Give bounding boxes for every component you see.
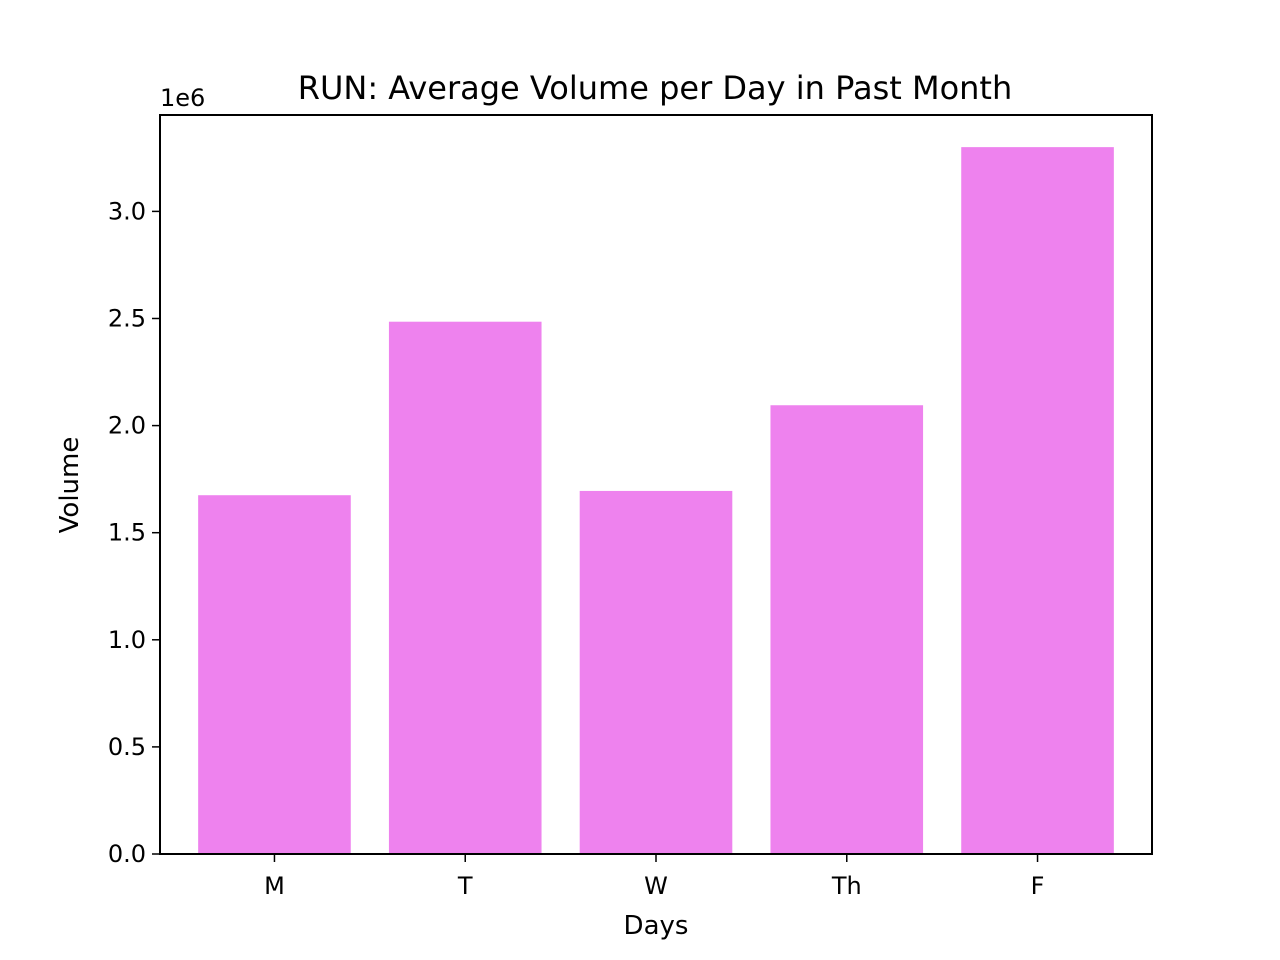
y-tick-label: 2.5 <box>108 304 146 332</box>
chart-title: RUN: Average Volume per Day in Past Mont… <box>298 69 1013 107</box>
x-axis-ticks: M T W Th F <box>264 854 1044 900</box>
x-tick-label-th: Th <box>831 872 862 900</box>
y-tick-label: 0.0 <box>108 840 146 868</box>
y-axis-ticks: 0.0 0.5 1.0 1.5 2.0 2.5 3.0 <box>108 197 160 868</box>
bars-group <box>198 147 1114 854</box>
bar-w <box>579 490 733 854</box>
bar-th <box>770 405 924 854</box>
plot-frame <box>159 114 1153 855</box>
x-axis-label: Days <box>624 911 689 941</box>
y-tick-label: 2.0 <box>108 412 146 440</box>
bar-t <box>388 321 542 854</box>
x-tick-label-f: F <box>1031 872 1045 900</box>
bar-m <box>198 495 351 854</box>
x-tick-label-t: T <box>457 872 473 900</box>
x-tick-label-m: M <box>264 872 285 900</box>
x-tick-label-w: W <box>644 872 668 900</box>
y-tick-label: 1.5 <box>108 519 146 547</box>
bar-f <box>961 147 1114 854</box>
y-axis-offset-label: 1e6 <box>160 84 205 112</box>
y-tick-label: 1.0 <box>108 626 146 654</box>
y-tick-label: 3.0 <box>108 197 146 225</box>
y-tick-label: 0.5 <box>108 733 146 761</box>
y-axis-label: Volume <box>55 437 85 534</box>
